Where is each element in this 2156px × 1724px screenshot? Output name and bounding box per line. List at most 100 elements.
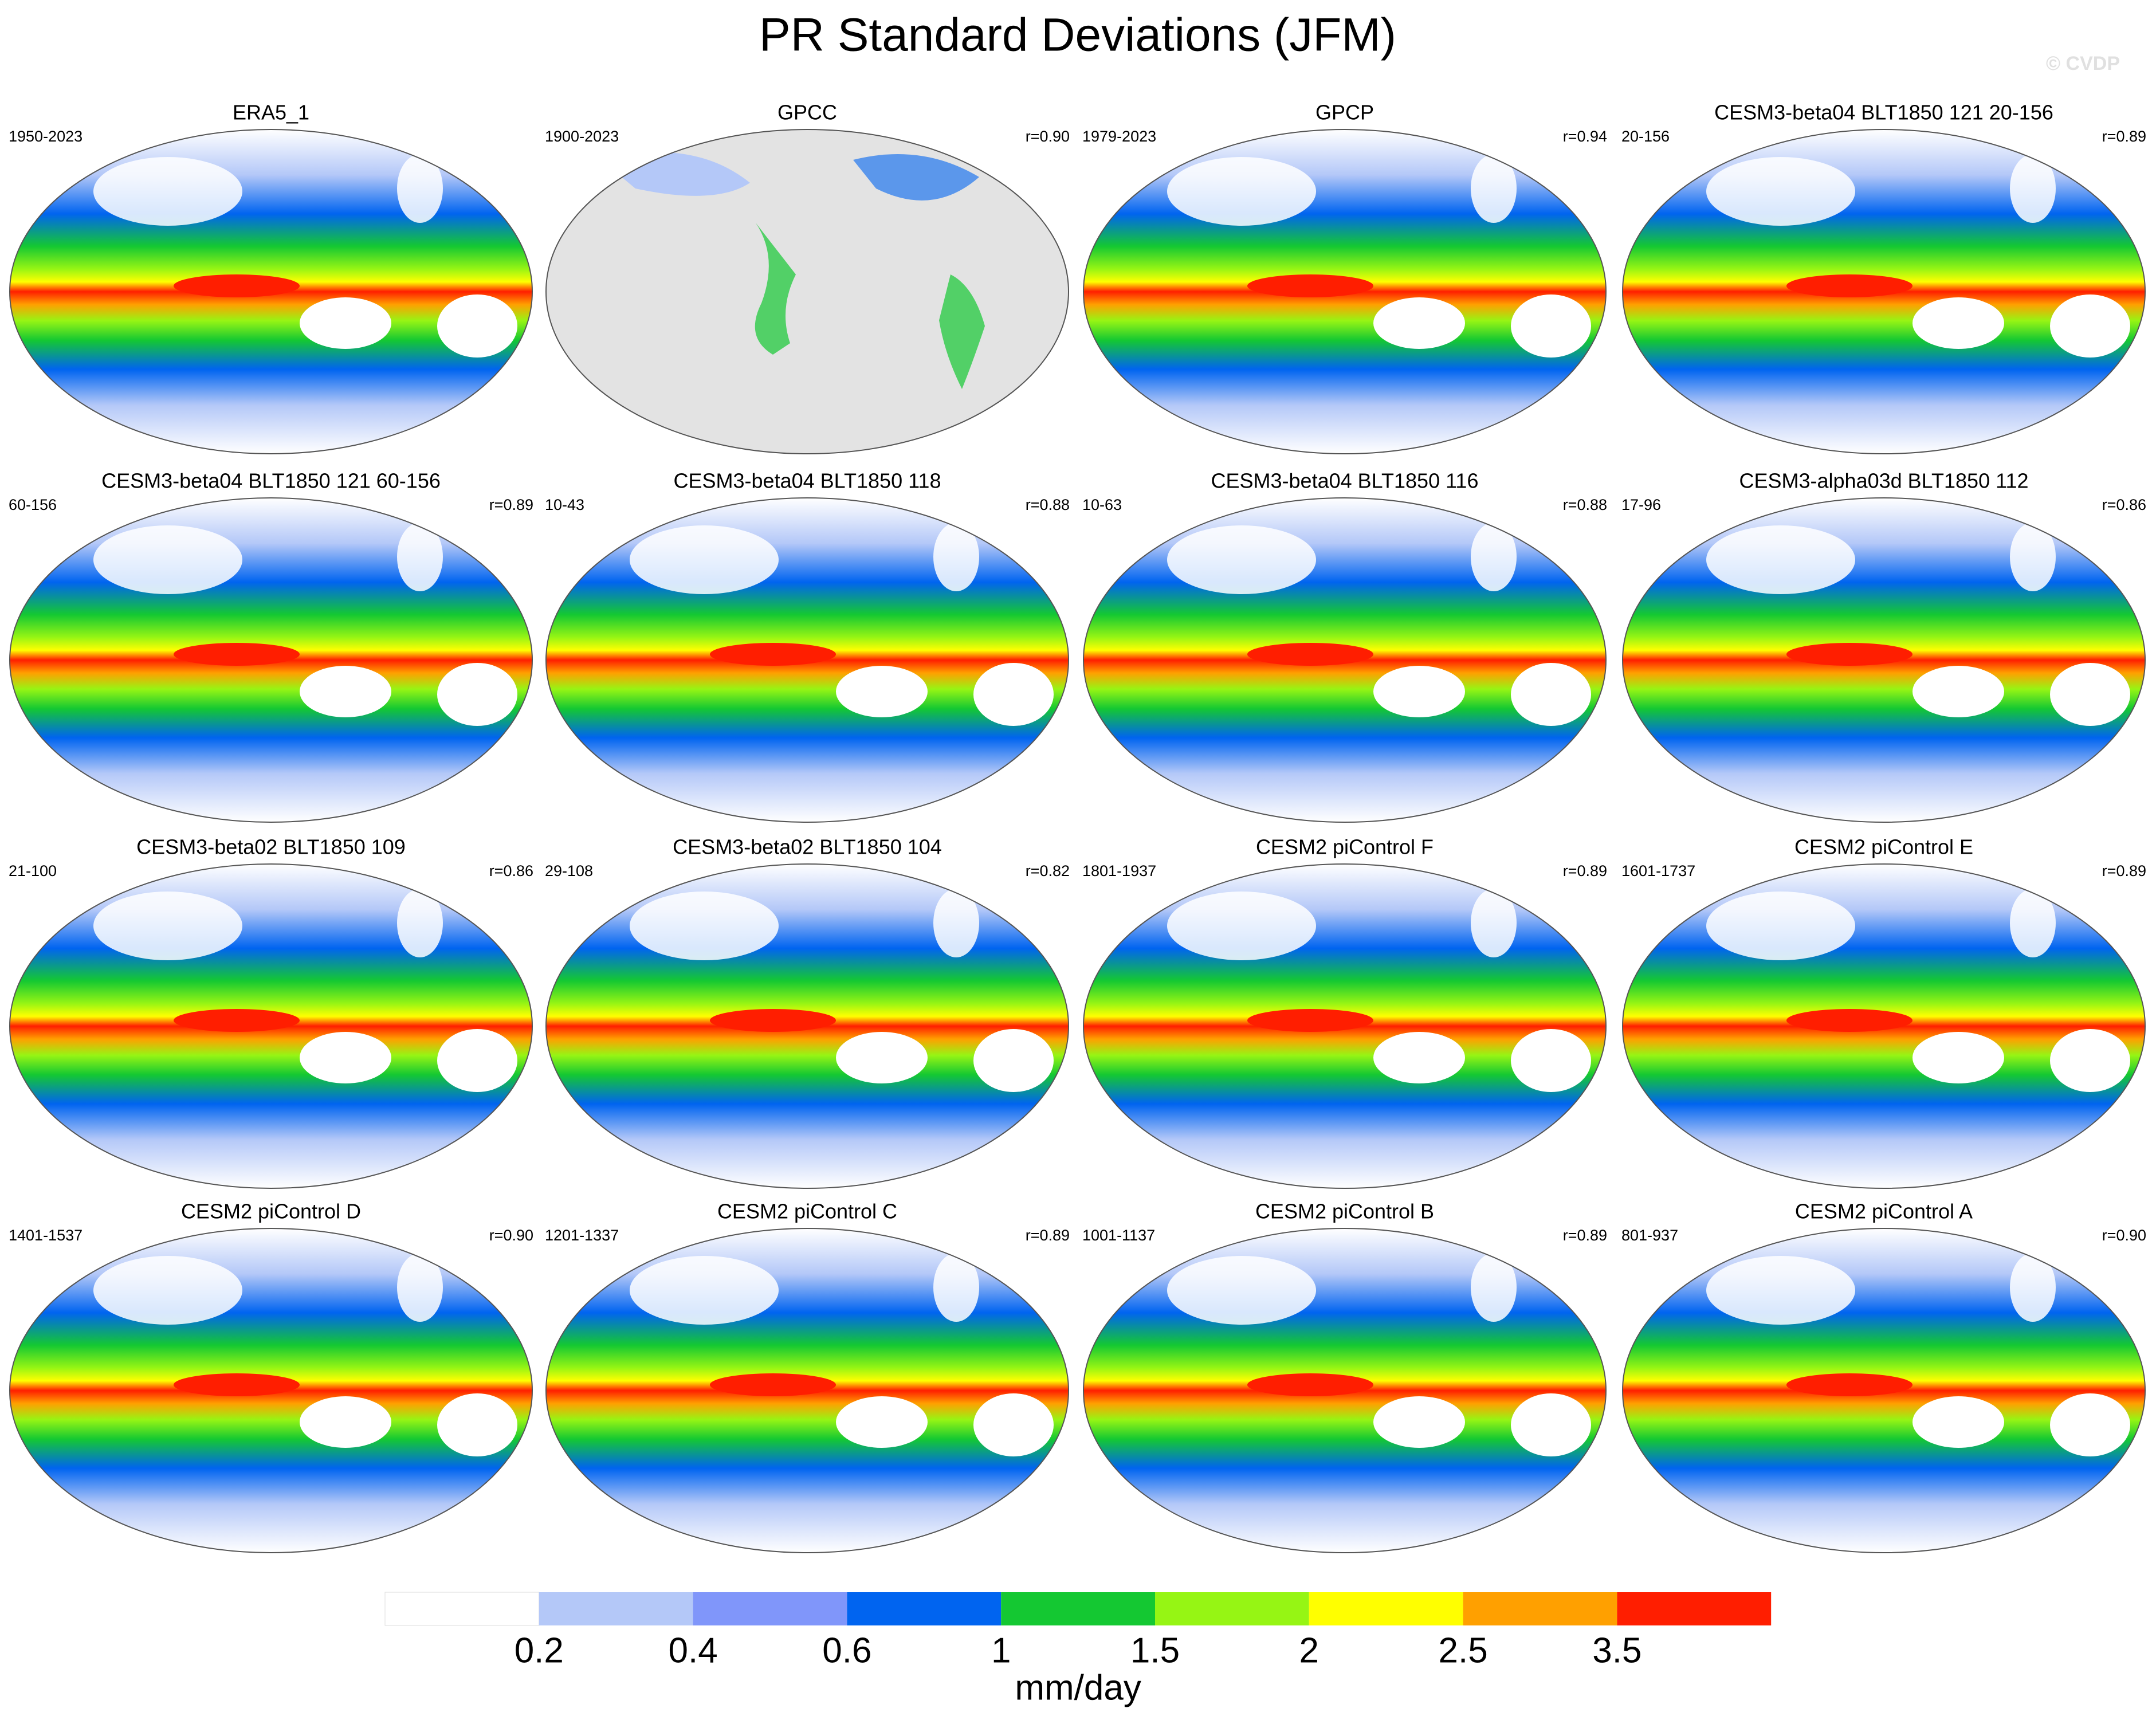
map-border	[1083, 129, 1607, 454]
map-border	[1622, 497, 2146, 823]
land	[755, 223, 796, 355]
colorbar-box	[1617, 1592, 1772, 1625]
map-border	[545, 497, 1069, 823]
panel-r: r=0.82	[1026, 862, 1070, 879]
dry-zone	[1373, 1032, 1465, 1083]
panel-title: CESM3-alpha03d BLT1850 112	[1739, 469, 2028, 493]
dry-zone	[1167, 1256, 1316, 1325]
wet-core	[174, 643, 300, 666]
dry-zone	[933, 523, 979, 591]
dry-zone	[1912, 297, 2004, 349]
map-border	[545, 863, 1069, 1189]
panel-title: CESM3-beta04 BLT1850 121 20-156	[1714, 101, 2053, 124]
colorbar-box	[847, 1592, 1002, 1625]
figure-title: PR Standard Deviations (JFM)	[759, 9, 1396, 61]
dry-zone	[2050, 294, 2130, 358]
panel-title: CESM3-beta02 BLT1850 104	[673, 835, 942, 859]
colorbar-label: 0.6	[822, 1631, 871, 1670]
map-border	[9, 129, 533, 454]
dry-zone	[1706, 892, 1855, 960]
wet-core	[174, 1009, 300, 1032]
dry-zone	[630, 525, 779, 594]
panel-title: CESM3-beta04 BLT1850 116	[1211, 469, 1479, 493]
dry-zone	[973, 663, 1054, 726]
land	[853, 154, 979, 201]
dry-zone	[2050, 1029, 2130, 1092]
map	[1623, 864, 2145, 1188]
dry-zone	[437, 294, 517, 358]
dry-zone	[300, 1396, 391, 1448]
map	[1623, 498, 2145, 822]
map-border	[1083, 1228, 1607, 1553]
panel-title: CESM2 piControl E	[1794, 835, 1973, 859]
panel-period: 1401-1537	[9, 1227, 83, 1244]
map-border	[9, 497, 533, 823]
panel-title: GPCC	[777, 101, 837, 124]
colorbar-box	[1463, 1592, 1617, 1625]
wet-core	[1786, 643, 1912, 666]
map	[546, 864, 1069, 1188]
map	[10, 498, 532, 822]
panel-r: r=0.90	[2102, 1227, 2146, 1244]
dry-zone	[1471, 889, 1517, 957]
panel-period: 29-108	[545, 862, 593, 879]
land	[939, 274, 985, 389]
panel-period: 10-43	[545, 496, 584, 513]
colorbar-label: 0.4	[668, 1631, 717, 1670]
dry-zone	[973, 1393, 1054, 1456]
panel-period: 1801-1937	[1082, 862, 1156, 879]
map	[1083, 129, 1606, 454]
colorbar-unit: mm/day	[1015, 1668, 1141, 1707]
dry-zone	[1373, 297, 1465, 349]
map	[1083, 498, 1606, 822]
dry-zone	[933, 889, 979, 957]
map-border	[1083, 863, 1607, 1189]
dry-zone	[93, 1256, 242, 1325]
colorbar-box	[539, 1592, 693, 1625]
panel-r: r=0.89	[1026, 1227, 1070, 1244]
dry-zone	[836, 666, 928, 717]
dry-zone	[1167, 157, 1316, 226]
dry-zone	[1912, 1396, 2004, 1448]
wet-core	[1247, 1373, 1373, 1396]
map-border	[1622, 1228, 2146, 1553]
map	[10, 864, 532, 1188]
colorbar-label: 0.2	[515, 1631, 564, 1670]
map-border	[9, 1228, 533, 1553]
dry-zone	[1511, 294, 1591, 358]
dry-zone	[2010, 1253, 2056, 1322]
panel-r: r=0.86	[489, 862, 533, 879]
panel-title: CESM2 piControl B	[1255, 1200, 1434, 1223]
panel-title: CESM3-beta04 BLT1850 118	[674, 469, 941, 493]
dry-zone	[630, 892, 779, 960]
map	[1623, 129, 2145, 454]
panel-title: CESM2 piControl C	[717, 1200, 897, 1223]
dry-zone	[437, 1029, 517, 1092]
map-border	[1622, 129, 2146, 454]
panel-period: 17-96	[1621, 496, 1661, 513]
panel-r: r=0.89	[2102, 862, 2146, 879]
dry-zone	[93, 157, 242, 226]
dry-zone	[397, 523, 443, 591]
dry-zone	[1373, 1396, 1465, 1448]
dry-zone	[2010, 889, 2056, 957]
dry-zone	[1706, 157, 1855, 226]
map	[546, 1228, 1069, 1553]
dry-zone	[2010, 523, 2056, 591]
dry-zone	[836, 1032, 928, 1083]
panel-r: r=0.90	[489, 1227, 533, 1244]
dry-zone	[1511, 663, 1591, 726]
panel-title: CESM3-beta04 BLT1850 121 60-156	[101, 469, 441, 493]
colorbar-label: 2.5	[1438, 1631, 1487, 1670]
dry-zone	[1471, 1253, 1517, 1322]
panel-period: 21-100	[9, 862, 57, 879]
map-border	[1622, 863, 2146, 1189]
map	[546, 129, 1069, 454]
wet-core	[710, 1373, 836, 1396]
map-border	[545, 1228, 1069, 1553]
colorbar-label: 2	[1299, 1631, 1319, 1670]
dry-zone	[1471, 523, 1517, 591]
panel-period: 60-156	[9, 496, 57, 513]
dry-zone	[300, 666, 391, 717]
